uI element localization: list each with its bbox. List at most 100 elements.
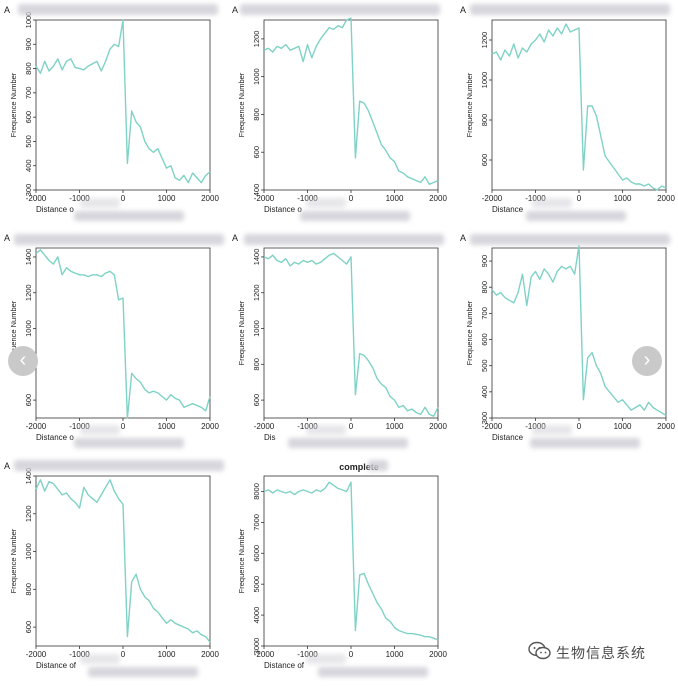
y-tick-label: 1000 <box>24 12 33 29</box>
redacted-tick <box>306 654 346 664</box>
watermark-text: 生物信息系统 <box>556 645 646 661</box>
x-tick-label: 0 <box>577 422 582 431</box>
x-tick-label: 2000 <box>201 194 219 203</box>
chart-svg: A-2000-100001000200040060080010001200Fre… <box>232 5 447 214</box>
y-tick-label: 1200 <box>24 284 33 301</box>
x-tick-label: 1000 <box>158 650 176 659</box>
wechat-icon <box>528 641 551 660</box>
y-axis-label: Frequence Number <box>237 300 246 365</box>
y-tick-label: 1000 <box>24 543 33 560</box>
chart-svg: A-2000-1000010002000600800100012001400Fr… <box>4 461 219 670</box>
redacted-tick <box>80 654 120 664</box>
chart-panel-8: complete-2000-10000100020003000400050006… <box>228 456 448 681</box>
x-tick-label: 1000 <box>158 422 176 431</box>
chart-svg: complete-2000-10000100020003000400050006… <box>237 462 447 670</box>
y-tick-label: 800 <box>480 114 489 127</box>
chart-panel-2: A-2000-100001000200040060080010001200Fre… <box>228 0 448 225</box>
panel-label: A <box>232 5 238 15</box>
y-axis-label: Frequence Number <box>237 72 246 137</box>
y-tick-label: 1000 <box>24 320 33 337</box>
x-axis-label: Dis <box>264 433 276 442</box>
plot-frame <box>491 247 667 419</box>
y-axis-label: Frequence Number <box>465 72 474 137</box>
redacted-xlabel <box>288 438 408 448</box>
redacted-tick <box>80 198 120 208</box>
redacted-title <box>18 4 218 15</box>
x-tick-label: -2000 <box>26 650 47 659</box>
x-tick-label: -2000 <box>482 194 503 203</box>
y-tick-label: 700 <box>480 307 489 320</box>
chart-panel-6: A-2000-100001000200030040050060070080090… <box>456 228 676 453</box>
plot-frame <box>35 475 211 647</box>
plot-frame <box>35 19 211 191</box>
x-tick-label: 0 <box>121 194 126 203</box>
y-tick-label: 1000 <box>252 68 261 85</box>
y-tick-label: 4000 <box>252 607 261 624</box>
y-tick-label: 600 <box>24 111 33 124</box>
x-axis-label: Distance <box>492 433 524 442</box>
x-tick-label: 2000 <box>429 650 447 659</box>
redacted-title <box>14 460 224 471</box>
y-tick-label: 1400 <box>252 249 261 266</box>
chart-svg: A-2000-100001000200030040050060070080090… <box>460 233 675 442</box>
x-tick-label: 1000 <box>158 194 176 203</box>
redacted-title <box>14 234 224 245</box>
chart-panel-4: A-2000-1000010002000600800100012001400Fr… <box>0 228 220 453</box>
chart-svg: A-2000-1000010002000600800100012001400Fr… <box>4 233 219 442</box>
y-tick-label: 6000 <box>252 545 261 562</box>
y-tick-label: 1200 <box>252 284 261 301</box>
y-tick-label: 600 <box>252 146 261 159</box>
redacted-xlabel <box>318 667 428 677</box>
x-tick-label: 0 <box>349 650 354 659</box>
redacted-title <box>470 4 670 15</box>
chart-svg: A-2000-100001000200060080010001200Freque… <box>460 5 675 214</box>
x-tick-label: -1000 <box>69 650 90 659</box>
x-tick-label: 1000 <box>386 194 404 203</box>
panel-label: A <box>460 233 466 243</box>
x-tick-label: 2000 <box>201 650 219 659</box>
y-axis-label: Frequence Number <box>237 528 246 593</box>
series-line <box>491 244 667 416</box>
y-tick-label: 300 <box>480 412 489 425</box>
x-tick-label: 2000 <box>657 422 675 431</box>
x-axis-label: Distance o <box>36 205 74 214</box>
y-tick-label: 1200 <box>24 505 33 522</box>
y-tick-label: 900 <box>480 255 489 268</box>
x-tick-label: 1000 <box>614 422 632 431</box>
x-tick-label: 2000 <box>429 422 447 431</box>
redacted-tick <box>532 198 572 208</box>
y-tick-label: 400 <box>252 184 261 197</box>
redacted-tick <box>80 425 120 435</box>
redacted-tick <box>306 198 346 208</box>
y-tick-label: 600 <box>24 621 33 634</box>
y-tick-label: 1400 <box>24 468 33 485</box>
x-tick-label: 1000 <box>386 650 404 659</box>
chart-panel-7: A -2000 -1000 0 1000 2000 600 800 1000 1200 1400 Fr… <box>0 456 220 681</box>
x-tick-label: -2000 <box>26 422 47 431</box>
redacted-xlabel <box>74 438 184 448</box>
redacted-xlabel <box>88 667 198 677</box>
y-tick-label: 900 <box>24 38 33 51</box>
x-tick-label: 2000 <box>429 194 447 203</box>
redacted-tick <box>532 425 572 435</box>
y-tick-label: 7000 <box>252 514 261 531</box>
x-tick-label: -1000 <box>69 194 90 203</box>
next-arrow-button[interactable]: › <box>632 346 662 376</box>
x-tick-label: 0 <box>349 422 354 431</box>
y-tick-label: 1000 <box>480 72 489 89</box>
y-tick-label: 400 <box>24 159 33 172</box>
y-tick-label: 1400 <box>24 249 33 266</box>
y-tick-label: 600 <box>480 154 489 167</box>
prev-arrow-button[interactable]: ‹ <box>8 346 38 376</box>
redacted-xlabel <box>300 211 410 221</box>
y-tick-label: 8000 <box>252 483 261 500</box>
x-tick-label: -2000 <box>254 194 275 203</box>
watermark: 生物信息系统 <box>528 641 668 663</box>
y-tick-label: 800 <box>252 108 261 121</box>
series-line <box>35 479 211 643</box>
series-line <box>35 249 211 419</box>
y-tick-label: 1200 <box>252 31 261 48</box>
chart-svg: A-2000-1000010002000600800100012001400Fr… <box>232 233 447 442</box>
y-tick-label: 400 <box>480 386 489 399</box>
